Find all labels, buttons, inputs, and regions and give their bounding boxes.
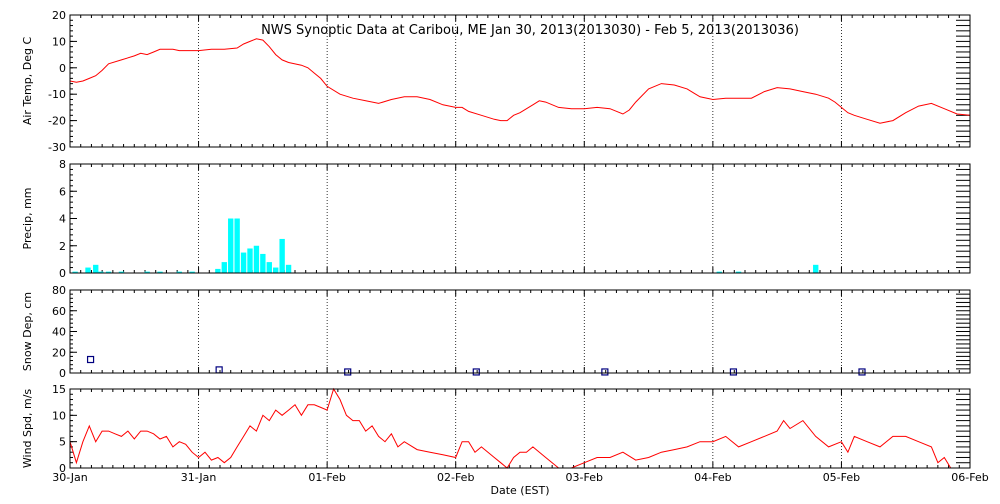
precip-bar: [85, 267, 91, 273]
precip-bar: [735, 271, 742, 273]
x-axis-label: Date (EST): [490, 484, 549, 497]
precip-bar: [273, 267, 279, 273]
precip-bar: [716, 271, 722, 273]
snow-depth-point: [601, 368, 609, 376]
precip-bar: [144, 271, 150, 273]
snow-depth-point: [472, 368, 480, 376]
panel-0-y-tick-label: 10: [52, 35, 66, 48]
precip-bar: [228, 218, 234, 273]
panel-2-frame: [69, 289, 971, 374]
panel-0-y-tick-label: -30: [48, 141, 66, 154]
panel-1-y-tick-label: 0: [59, 267, 66, 280]
x-tick-label: 01-Feb: [308, 471, 345, 484]
precip-bar: [813, 264, 819, 273]
panel-2-y-tick-label: 20: [52, 346, 66, 359]
snow-depth-point: [215, 366, 223, 374]
x-tick-label: 04-Feb: [694, 471, 731, 484]
panel-1-y-tick-label: 4: [59, 213, 66, 226]
panel-0-y-tick-label: 0: [59, 62, 66, 75]
panel-1-y-axis-label: Precip, mm: [21, 188, 34, 250]
precip-bar: [215, 268, 221, 273]
panel-0-series-line: [69, 38, 971, 124]
panel-1-y-tick-label: 2: [59, 240, 66, 253]
precip-bar: [234, 218, 240, 273]
precip-bar: [189, 271, 195, 273]
panel-3-y-tick-label: 15: [52, 383, 66, 396]
precip-bar: [253, 245, 260, 273]
snow-depth-point: [729, 368, 738, 376]
panel-0-y-tick-label: -20: [48, 115, 66, 128]
panel-0-frame: [69, 14, 971, 148]
panel-3-series-line: [69, 387, 970, 469]
precip-bar: [157, 271, 163, 273]
panel-2-y-tick-label: 80: [52, 284, 66, 297]
precip-bar: [279, 238, 285, 273]
panel-1-y-tick-label: 6: [59, 185, 66, 198]
panel-2-y-tick-label: 40: [52, 326, 66, 339]
snow-depth-point: [86, 355, 95, 364]
precip-bar: [247, 248, 253, 273]
x-tick-label: 30-Jan: [52, 471, 88, 484]
precip-bar: [93, 264, 99, 273]
precip-bar: [260, 253, 266, 273]
panel-0-y-tick-label: -10: [48, 88, 66, 101]
precip-bar: [118, 271, 125, 273]
precip-bar: [221, 262, 227, 273]
precip-bar: [240, 252, 247, 273]
panel-2-y-tick-label: 60: [52, 305, 66, 318]
x-tick-label: 03-Feb: [566, 471, 603, 484]
precip-bar: [285, 264, 292, 273]
panel-2-y-axis-label: Snow Dep, cm: [21, 292, 34, 371]
panel-3-y-tick-label: 5: [59, 436, 66, 449]
panel-0-y-axis-label: Air Temp, Deg C: [21, 37, 34, 126]
x-tick-label: 05-Feb: [823, 471, 860, 484]
precip-bar: [105, 271, 112, 273]
panel-1-y-tick-label: 8: [59, 158, 66, 171]
precip-bar: [176, 271, 182, 273]
x-tick-label: 06-Feb: [951, 471, 988, 484]
x-tick-label: 31-Jan: [181, 471, 217, 484]
snow-depth-point: [344, 368, 352, 376]
panel-3-frame: [69, 388, 971, 469]
precip-bar: [72, 271, 78, 273]
x-tick-label: 02-Feb: [437, 471, 474, 484]
panel-1-frame: [69, 163, 971, 274]
precip-bar: [98, 271, 104, 273]
chart-title: NWS Synoptic Data at Caribou, ME Jan 30,…: [261, 23, 799, 38]
panel-3-y-axis-label: Wind Spd, m/s: [21, 389, 34, 469]
panel-3-y-tick-label: 10: [52, 409, 66, 422]
panel-3-y-tick-label: 0: [59, 462, 66, 475]
panel-2-y-tick-label: 0: [59, 367, 66, 380]
snow-depth-point: [858, 368, 866, 376]
precip-bar: [266, 262, 272, 273]
panel-0-y-tick-label: 20: [52, 9, 66, 22]
